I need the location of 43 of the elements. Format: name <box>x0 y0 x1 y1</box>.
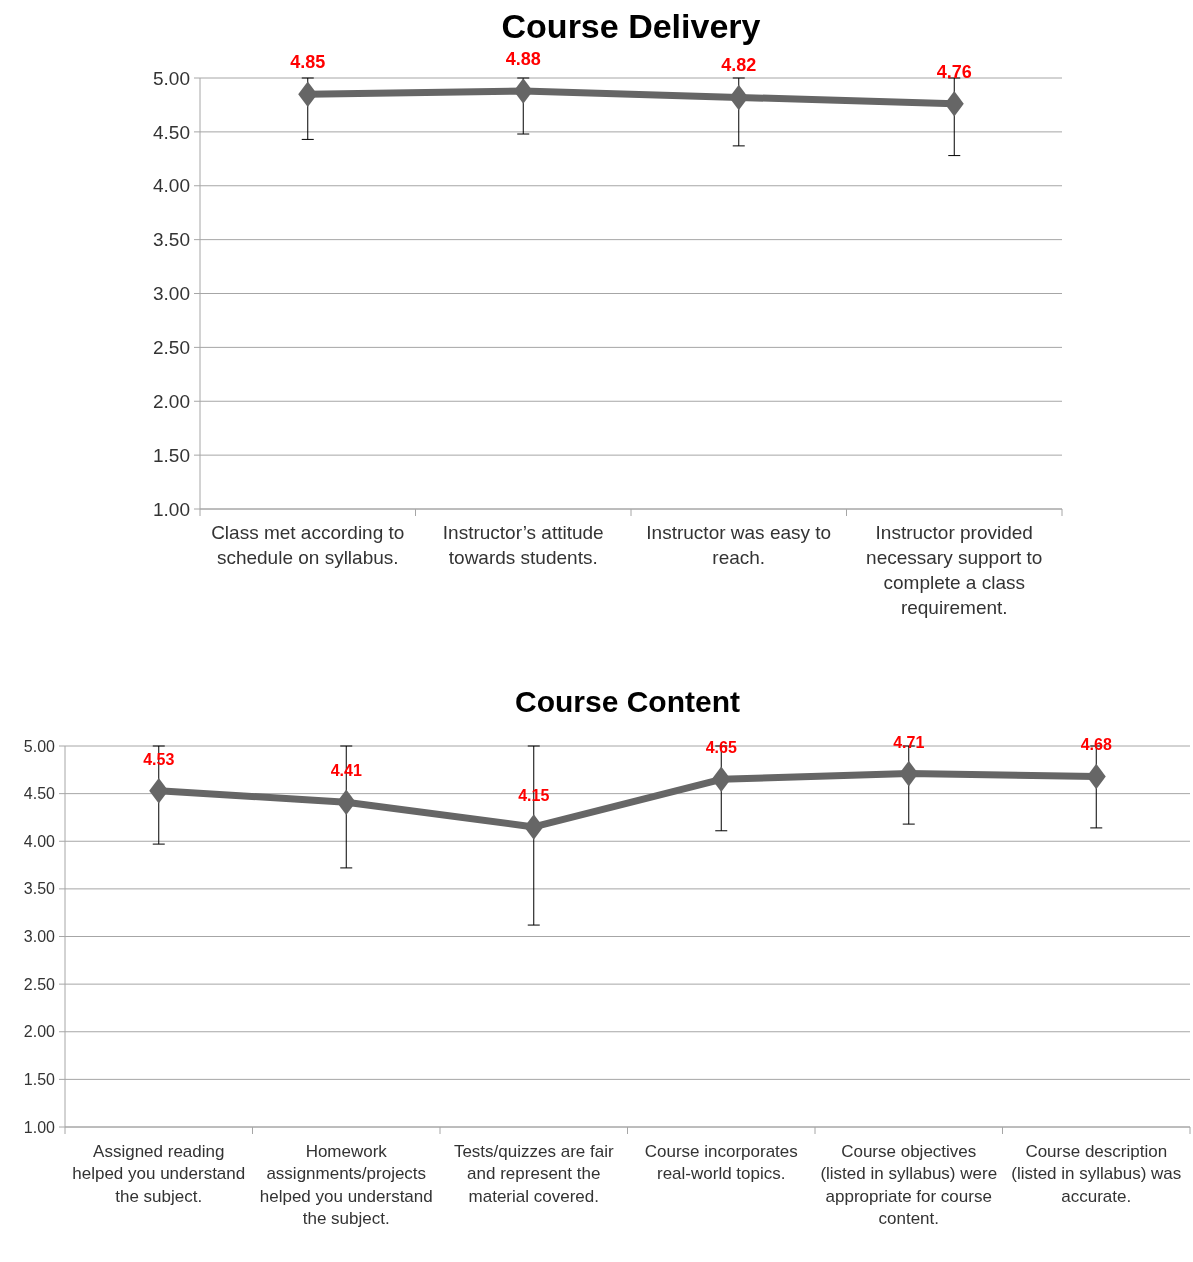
y-tick-label: 2.50 <box>153 337 190 359</box>
y-tick-label: 3.50 <box>23 880 56 898</box>
data-label: 4.88 <box>505 48 541 69</box>
y-tick-label: 5.00 <box>153 67 190 89</box>
y-tick-label: 4.50 <box>23 785 56 803</box>
y-tick-label: 4.50 <box>153 121 190 143</box>
x-tick-label: Instructor’s attitude towards students. <box>442 522 604 569</box>
y-tick-label: 2.00 <box>153 390 190 412</box>
y-tick-label: 2.00 <box>23 1023 56 1041</box>
y-tick-label: 1.00 <box>23 1118 56 1136</box>
data-label: 4.82 <box>721 55 757 76</box>
point <box>899 760 919 787</box>
x-tick-label: Instructor provided necessary support to complete a class requirement. <box>866 522 1043 619</box>
x-tick-label: Tests/quizzes are fair and represent the material covered. <box>453 1142 614 1206</box>
x-tick-label: Course description (listed in syllabus) was accurate. <box>1011 1142 1182 1206</box>
point <box>149 778 169 804</box>
point <box>524 814 544 840</box>
data-label: 4.71 <box>893 733 925 751</box>
y-tick-label: 1.00 <box>153 498 190 520</box>
y-tick-label: 3.50 <box>153 229 190 251</box>
y-tick-label: 1.50 <box>23 1070 56 1088</box>
x-tick-label: Homework assignments/projects helped you understand the subject. <box>259 1142 433 1229</box>
y-tick-label: 4.00 <box>23 832 56 850</box>
y-tick-label: 2.50 <box>23 975 56 993</box>
point <box>711 766 731 793</box>
x-tick-label: Course objectives (listed in syllabus) were appropriate for course content. <box>820 1142 998 1229</box>
data-label: 4.68 <box>1080 736 1112 754</box>
chart-title: Course Content <box>515 685 741 718</box>
x-tick-label: Course incorporates real-world topics. <box>644 1142 798 1184</box>
data-label: 4.65 <box>705 739 737 757</box>
point <box>336 789 356 815</box>
y-tick-label: 3.00 <box>23 928 56 946</box>
y-tick-label: 4.00 <box>153 175 190 197</box>
x-tick-label: Instructor was easy to reach. <box>646 522 832 569</box>
y-tick-label: 1.50 <box>153 444 190 466</box>
data-label: 4.85 <box>290 52 326 73</box>
y-tick-label: 3.00 <box>153 283 190 305</box>
x-tick-label: Assigned reading helped you understand the subject. <box>72 1142 246 1206</box>
x-tick-label: Class met according to schedule on syllabus. <box>211 522 405 569</box>
chart-title: Course Delivery <box>501 7 761 45</box>
point <box>1086 763 1106 790</box>
data-label: 4.76 <box>936 61 972 82</box>
y-tick-label: 5.00 <box>23 737 56 755</box>
